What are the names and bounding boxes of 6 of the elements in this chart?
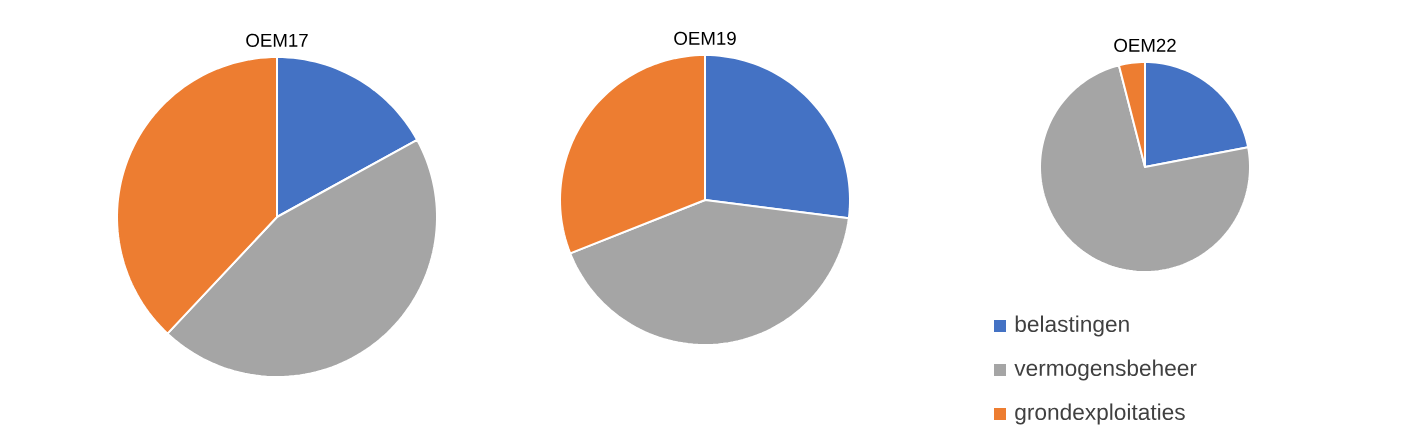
chart-title: OEM17 [246, 33, 308, 47]
legend-label: grondexploitaties [1015, 403, 1185, 425]
chart-title: OEM22 [1114, 38, 1176, 52]
legend-label: belastingen [1015, 315, 1129, 337]
chart-title: OEM19 [674, 31, 736, 45]
legend-label: vermogensbeheer [1014, 359, 1197, 381]
